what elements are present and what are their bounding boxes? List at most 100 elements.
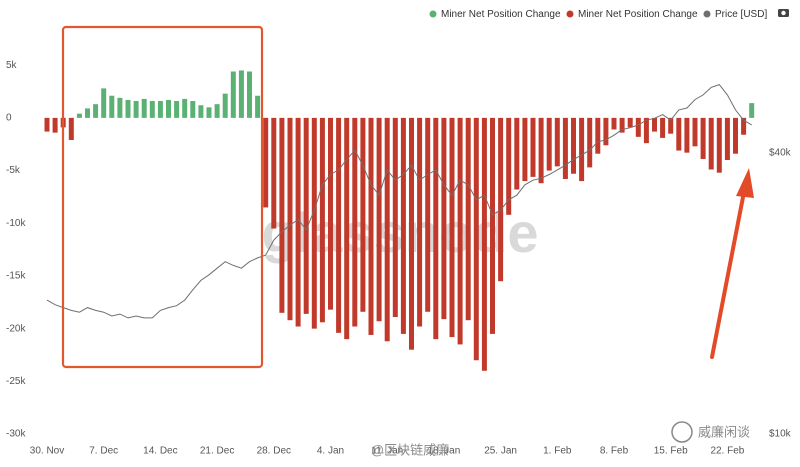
bar (255, 95, 261, 118)
bar (457, 117, 463, 345)
camera-icon (778, 9, 789, 17)
bar (652, 117, 657, 132)
bar (109, 95, 115, 118)
y-tick-label: -20k (6, 323, 26, 334)
bar (676, 117, 682, 151)
legend-label: Price [USD] (715, 9, 767, 20)
bar (311, 117, 317, 329)
bar (741, 117, 747, 135)
bar (724, 117, 730, 161)
bar (336, 117, 342, 333)
bar (409, 117, 414, 350)
y-tick-label: -10k (6, 218, 26, 229)
bar (425, 117, 431, 312)
bar (716, 117, 722, 173)
bar (101, 88, 107, 118)
legend-label: Miner Net Position Change (578, 9, 698, 20)
bar (271, 117, 277, 229)
x-tick-label: 28. Dec (257, 446, 291, 457)
bar (660, 117, 666, 138)
legend-item: Price [USD] (703, 9, 767, 20)
x-tick-label: 1. Feb (543, 446, 572, 457)
bar (133, 101, 139, 118)
x-tick-label: 15. Feb (654, 446, 688, 457)
bar (643, 117, 649, 144)
bar (52, 117, 58, 133)
x-tick-label: 25. Jan (484, 446, 517, 457)
account-watermark: 威廉闲谈 (698, 424, 750, 439)
x-tick-label: 22. Feb (710, 446, 744, 457)
bar (303, 117, 309, 314)
bar (619, 117, 625, 133)
bar (490, 117, 495, 334)
bar (68, 117, 74, 141)
arrow-head (736, 168, 754, 198)
bar (546, 117, 552, 171)
y-tick-label: 0 (6, 113, 12, 124)
bar (198, 105, 204, 118)
legend-label: Miner Net Position Change (441, 9, 561, 20)
plot-area: 5k 0 -5k -10k -15k -20k -25k -30k $10k $40k 30. No… (6, 60, 792, 457)
bar (319, 117, 325, 323)
bar (238, 70, 244, 118)
x-tick-label: 7. Dec (89, 446, 118, 457)
bar (538, 117, 544, 184)
y2-tick-label: $40k (769, 148, 792, 159)
bar (562, 117, 568, 179)
bar (360, 117, 366, 312)
x-tick-label: 4. Jan (317, 446, 344, 457)
bar (222, 93, 228, 118)
bar (93, 104, 99, 118)
bar (190, 101, 196, 118)
bar (627, 117, 633, 128)
bar (279, 117, 285, 313)
highlight-frame (61, 25, 264, 369)
bar (247, 71, 252, 118)
bar (708, 117, 714, 170)
bar (554, 117, 560, 167)
weibo-watermark: @区块链威廉 (371, 442, 449, 457)
bar (166, 99, 171, 118)
bar (328, 117, 333, 310)
bar (117, 97, 123, 118)
bar (85, 108, 90, 118)
bar (263, 117, 269, 208)
x-tick-label: 30. Nov (30, 446, 64, 457)
legend-swatch (566, 10, 574, 18)
bar (433, 117, 439, 340)
x-tick-label: 11. Jan (371, 446, 403, 457)
bar (141, 98, 147, 118)
bar (214, 104, 220, 118)
legend-swatch (429, 10, 437, 18)
x-tick-label: 18. Jan (427, 446, 460, 457)
x-tick-label: 21. Dec (200, 446, 234, 457)
bar (530, 117, 536, 177)
bar (182, 98, 188, 118)
bar (344, 117, 350, 340)
y-tick-label: -5k (6, 165, 21, 176)
bar (149, 101, 155, 118)
bar (206, 107, 212, 118)
bar (441, 117, 447, 320)
bar (400, 117, 406, 334)
bar (174, 101, 180, 118)
legend-swatch (703, 10, 711, 18)
y-tick-label: 5k (6, 60, 18, 71)
bar (295, 117, 301, 327)
watermark: glassnode (262, 201, 539, 264)
bar (603, 117, 609, 146)
bar (514, 117, 520, 190)
bar (506, 117, 512, 215)
bar (522, 117, 528, 182)
bar (684, 117, 690, 153)
bar (587, 117, 593, 168)
y-tick-label: -25k (6, 376, 26, 387)
legend-item: Miner Net Position Change (566, 9, 698, 20)
price-line (46, 84, 752, 319)
bar (465, 117, 471, 321)
y-tick-label: -15k (6, 271, 26, 282)
bar (368, 117, 374, 335)
bar (692, 117, 698, 147)
